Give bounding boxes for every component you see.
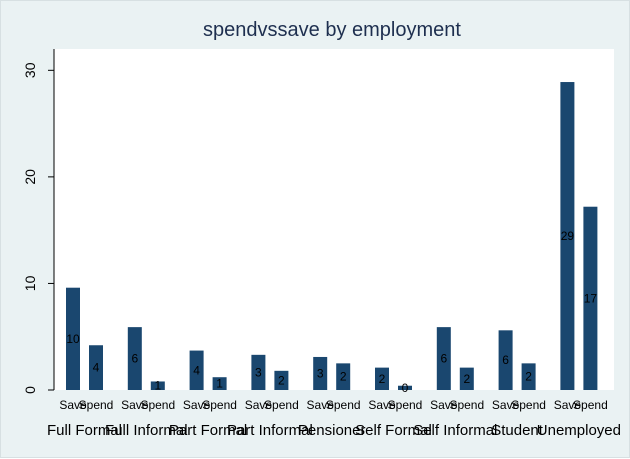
group-label: Self Informal xyxy=(413,422,497,439)
bar xyxy=(274,370,289,390)
chart-title: spendvssave by employment xyxy=(203,19,461,41)
bar-category-label: Spend xyxy=(264,398,299,412)
y-tick-label: 20 xyxy=(22,169,38,185)
group-label: Part Formal xyxy=(169,422,247,439)
group-label: Pensioner xyxy=(298,422,366,439)
bar xyxy=(436,327,451,390)
bar-category-label: Spend xyxy=(449,398,484,412)
bar-category-label: Save xyxy=(492,398,520,412)
y-axis-ticks: 0 10 20 30 xyxy=(22,62,54,394)
bar xyxy=(398,385,412,390)
bar-data-label: 10 xyxy=(66,332,80,346)
group-label: Self Formal xyxy=(355,422,432,439)
bar-category-label: Spend xyxy=(140,398,175,412)
bar-data-label: 3 xyxy=(317,366,324,380)
bar xyxy=(521,363,536,390)
bar-category-label: Save xyxy=(307,398,335,412)
bar-category-label: Spend xyxy=(79,398,114,412)
bar-category-label: Save xyxy=(554,398,582,412)
bar-data-label: 4 xyxy=(193,363,200,377)
data-labels: 10 4 6 1 4 1 3 2 3 2 2 0 6 2 6 2 29 17 xyxy=(66,229,597,395)
bar xyxy=(375,367,389,390)
bar xyxy=(251,354,266,390)
bar-category-label: Spend xyxy=(511,398,546,412)
y-tick-label: 10 xyxy=(22,275,38,291)
bar-data-label: 6 xyxy=(502,353,509,367)
bar-category-label: Save xyxy=(121,398,149,412)
bar xyxy=(560,82,575,391)
bar-data-label: 1 xyxy=(216,377,223,391)
bar-data-label: 4 xyxy=(93,361,100,375)
bar xyxy=(313,356,328,390)
group-label: Student xyxy=(491,422,544,439)
group-label: Full Informal xyxy=(105,422,188,439)
bar-data-label: 6 xyxy=(131,352,138,366)
bar-category-label: Save xyxy=(368,398,396,412)
bar xyxy=(127,327,142,390)
y-tick-label: 30 xyxy=(22,62,38,78)
bar-data-label: 6 xyxy=(440,352,447,366)
bar-data-label: 2 xyxy=(340,370,347,384)
bar-category-label: Spend xyxy=(326,398,361,412)
bar xyxy=(89,345,103,390)
bar xyxy=(583,206,598,390)
bars xyxy=(66,82,598,391)
bar xyxy=(459,367,474,390)
bar-data-label: 29 xyxy=(561,229,575,243)
bar xyxy=(66,287,80,390)
bar-data-label: 2 xyxy=(525,370,532,384)
bar-data-label: 1 xyxy=(154,379,161,393)
bar-data-label: 3 xyxy=(255,365,262,379)
bar-category-label: Save xyxy=(59,398,87,412)
bar xyxy=(212,377,227,390)
bar-category-label: Save xyxy=(183,398,211,412)
bar-data-label: 0 xyxy=(402,381,409,395)
bar-data-label: 2 xyxy=(463,372,470,386)
bar xyxy=(498,330,513,390)
bar-category-label: Spend xyxy=(202,398,237,412)
bar-category-label: Save xyxy=(245,398,273,412)
bar-data-label: 2 xyxy=(379,372,386,386)
bar xyxy=(336,363,351,390)
bar-category-label: Spend xyxy=(388,398,423,412)
bar-category-label: Spend xyxy=(573,398,608,412)
group-label: Full Formal xyxy=(47,422,122,439)
group-label: Unemployed xyxy=(537,422,621,439)
y-tick-label: 0 xyxy=(22,386,38,394)
bar-data-label: 17 xyxy=(584,291,598,305)
bar xyxy=(150,381,165,390)
group-label: Part Informal xyxy=(227,422,313,439)
bar xyxy=(189,350,204,390)
bar-data-label: 2 xyxy=(278,373,285,387)
plot-area xyxy=(54,49,614,390)
bar-category-label: Save xyxy=(430,398,458,412)
